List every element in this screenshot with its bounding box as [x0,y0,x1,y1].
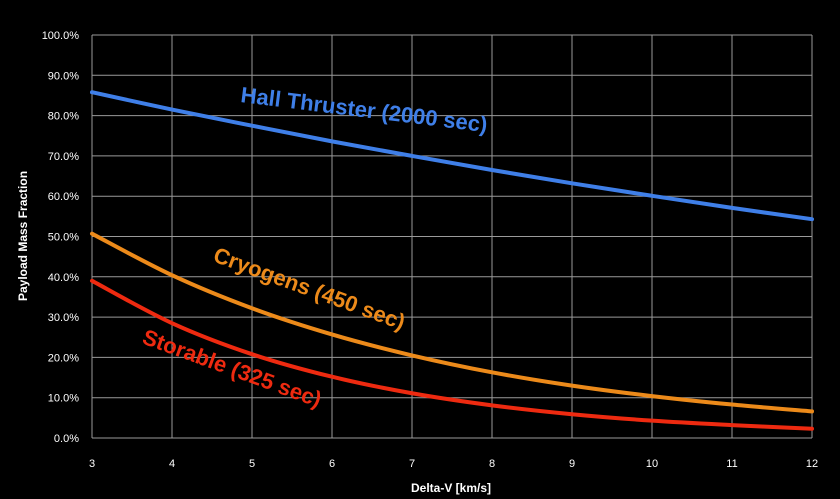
x-tick-label: 10 [646,458,658,470]
series-line [90,278,814,431]
y-axis-ticks: 0.0% 10.0% 20.0% 30.0% 40.0% 50.0% 60.0% 70.0% 8… [42,30,80,445]
x-tick-label: 4 [169,458,175,470]
series-line [90,231,814,414]
y-tick-label: 80.0% [48,111,79,123]
series-lines [90,90,814,431]
x-tick-label: 6 [329,458,335,470]
y-tick-label: 90.0% [48,70,79,82]
x-axis-ticks: 3 4 5 6 7 8 9 10 11 12 [89,458,818,470]
y-tick-label: 0.0% [54,433,79,445]
grid [91,34,813,439]
x-tick-label: 3 [89,458,95,470]
y-tick-label: 30.0% [48,312,79,324]
y-tick-label: 20.0% [48,352,79,364]
y-tick-label: 70.0% [48,151,79,163]
x-tick-label: 7 [409,458,415,470]
y-tick-label: 50.0% [48,232,79,244]
y-tick-label: 100.0% [42,30,80,42]
y-tick-label: 10.0% [48,393,79,405]
x-axis-title: Delta-V [km/s] [411,481,491,495]
series-line [90,90,814,222]
y-axis-title: Payload Mass Fraction [16,171,30,301]
y-tick-label: 40.0% [48,272,79,284]
series-label-cryogens: Cryogens (450 sec) [210,242,408,335]
x-tick-label: 8 [489,458,495,470]
x-tick-label: 12 [806,458,818,470]
x-tick-label: 9 [569,458,575,470]
x-tick-label: 5 [249,458,255,470]
x-tick-label: 11 [726,458,737,470]
y-tick-label: 60.0% [48,191,79,203]
